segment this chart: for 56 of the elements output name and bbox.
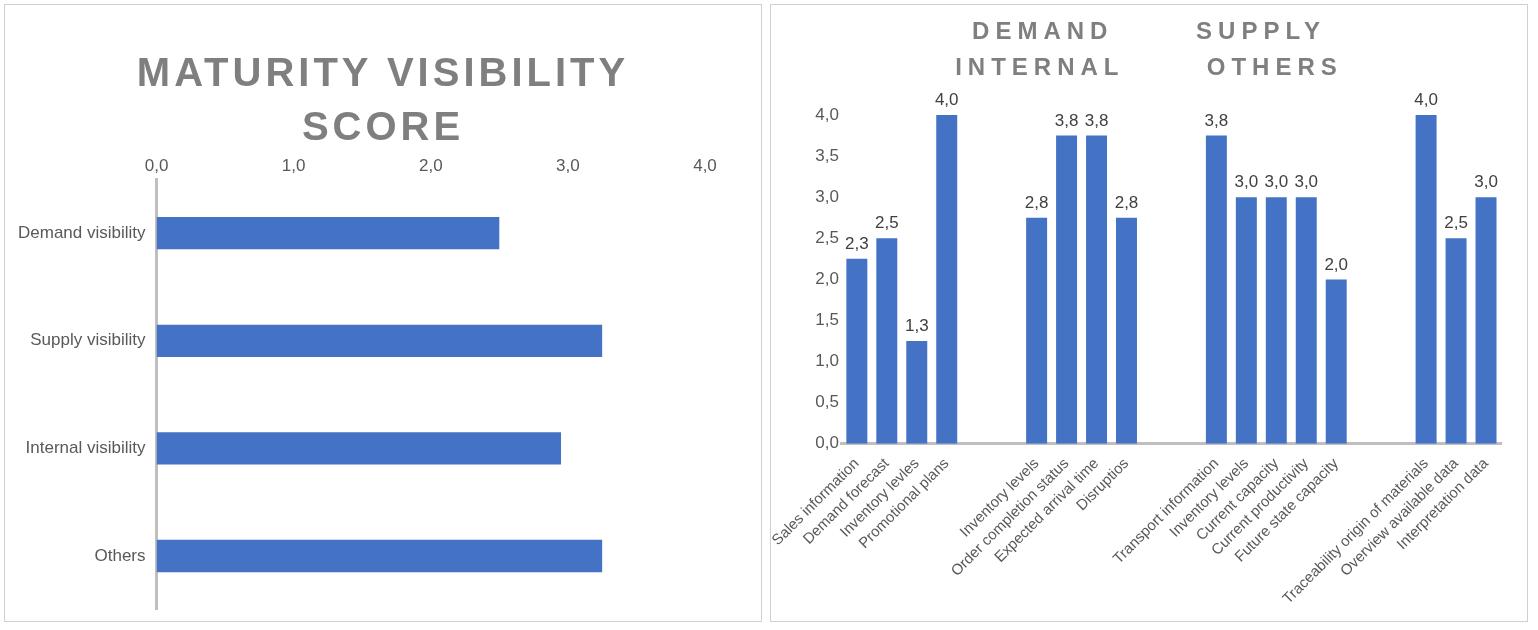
- x-tick-label: 0,0: [144, 155, 169, 175]
- y-tick-label: 2,5: [815, 227, 839, 247]
- y-tick-label: 0,5: [815, 392, 839, 412]
- bar: [906, 341, 928, 444]
- bar: [1475, 197, 1497, 444]
- bar: [1205, 135, 1227, 444]
- data-label: 3,8: [1054, 110, 1079, 130]
- chart-title: DEMAND SUPPLY INTERNAL OTHERS: [954, 16, 1344, 82]
- bar: [1026, 217, 1048, 444]
- bar: [1235, 197, 1257, 444]
- data-label: 4,0: [934, 90, 959, 110]
- bar: [1445, 238, 1467, 444]
- data-label: 3,8: [1204, 110, 1229, 130]
- y-tick-label: 1,0: [815, 351, 839, 371]
- x-tick-label: 4,0: [693, 155, 717, 175]
- y-tick-label: Demand visibility: [17, 222, 147, 242]
- y-tick-label: 4,0: [815, 104, 839, 124]
- bar: [936, 115, 958, 444]
- data-label: 3,0: [1474, 172, 1498, 192]
- bar: [876, 238, 898, 444]
- bar: [1415, 115, 1437, 444]
- y-tick-label: Supply visibility: [30, 330, 147, 350]
- chart-title: MATURITY VISIBILITY SCORE: [135, 49, 631, 150]
- data-label: 3,0: [1264, 172, 1289, 192]
- bar: [1325, 279, 1347, 444]
- y-tick-label: Internal visibility: [25, 438, 147, 458]
- bar: [156, 539, 603, 573]
- bar: [1086, 135, 1108, 444]
- bar: [1116, 217, 1137, 444]
- y-tick-label: Others: [94, 545, 146, 565]
- data-label: 3,0: [1294, 172, 1319, 192]
- data-label: 2,8: [1114, 192, 1139, 212]
- bar: [1295, 197, 1317, 444]
- bar: [156, 432, 562, 465]
- bar: [156, 324, 603, 357]
- data-label: 2,8: [1024, 192, 1049, 212]
- data-label: 2,3: [845, 234, 869, 254]
- y-tick-label: 0,0: [815, 433, 839, 453]
- bar: [1265, 197, 1287, 444]
- x-tick-label: 2,0: [418, 155, 443, 175]
- y-tick-label: 3,5: [815, 145, 839, 165]
- x-tick-label: 1,0: [281, 155, 306, 175]
- y-tick-label: 3,0: [815, 186, 839, 206]
- y-tick-label: 2,0: [815, 269, 839, 289]
- data-label: 3,0: [1234, 172, 1259, 192]
- data-label: 3,8: [1084, 110, 1109, 130]
- bar: [156, 217, 500, 250]
- data-label: 2,5: [1444, 213, 1468, 233]
- x-tick-label: 3,0: [556, 155, 580, 175]
- data-label: 2,0: [1324, 254, 1349, 274]
- data-label: 4,0: [1414, 90, 1438, 110]
- data-label: 2,5: [874, 213, 899, 233]
- bar: [846, 258, 868, 444]
- data-label: 1,3: [904, 316, 929, 336]
- y-tick-label: 1,5: [815, 310, 839, 330]
- bar: [1056, 135, 1078, 444]
